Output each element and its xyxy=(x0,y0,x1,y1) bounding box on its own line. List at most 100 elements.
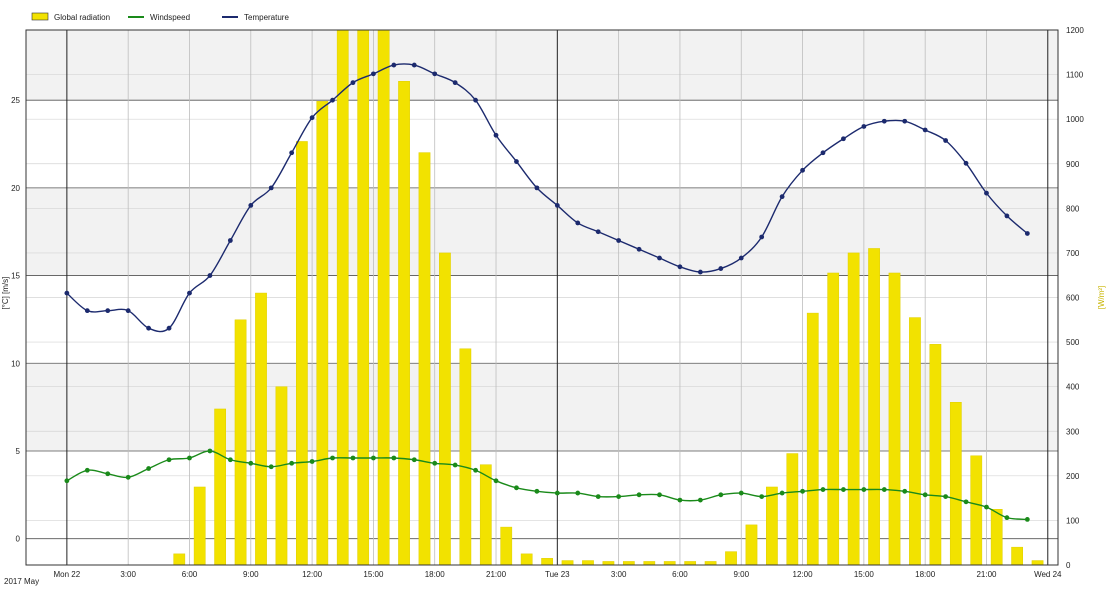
y-right-tick-label: 1200 xyxy=(1066,26,1084,35)
radiation-bar xyxy=(970,455,983,566)
x-tick-label: 18:00 xyxy=(425,570,446,579)
x-tick-label: 15:00 xyxy=(854,570,875,579)
temperature-point xyxy=(330,97,335,103)
temperature-point xyxy=(657,255,662,261)
x-tick-label: 3:00 xyxy=(611,570,627,579)
temperature-point xyxy=(207,273,213,278)
radiation-bar xyxy=(786,453,799,566)
temperature-point xyxy=(350,80,356,86)
temperature-point xyxy=(718,266,724,271)
radiation-bar xyxy=(255,292,267,566)
windspeed-point xyxy=(330,455,335,461)
x-tick-label: 9:00 xyxy=(243,570,259,579)
temperature-point xyxy=(1004,213,1010,219)
x-tick-label: 18:00 xyxy=(915,570,936,579)
y-right-tick-label: 0 xyxy=(1066,561,1071,570)
windspeed-point xyxy=(759,494,765,499)
y-left-tick-label: 15 xyxy=(11,272,20,281)
windspeed-point xyxy=(125,474,131,480)
temperature-point xyxy=(534,185,540,191)
temperature-point xyxy=(943,138,949,143)
legend-entry: Global radiation xyxy=(31,12,110,22)
series-lines xyxy=(64,62,1030,522)
temperature-point xyxy=(227,238,233,243)
temperature-point xyxy=(187,290,192,296)
windspeed-point xyxy=(636,492,642,498)
radiation-bar xyxy=(684,561,697,566)
legend-entry: Temperature xyxy=(222,13,289,22)
radiation-bar xyxy=(766,486,778,566)
legend-label: Windspeed xyxy=(150,13,190,22)
legend-entry: Windspeed xyxy=(128,13,190,22)
y-right-tick-label: 1100 xyxy=(1066,71,1084,80)
radiation-bar xyxy=(479,464,492,566)
plot-frame xyxy=(25,29,1059,566)
radiation-bar xyxy=(193,486,206,566)
radiation-bar xyxy=(500,526,513,566)
temperature-point xyxy=(861,124,867,129)
radiation-bar xyxy=(949,402,962,566)
temperature-point xyxy=(166,325,172,331)
radiation-bar xyxy=(418,152,431,566)
temperature-point xyxy=(963,160,969,166)
x-tick-label: Tue 23 xyxy=(545,570,570,579)
windspeed-point xyxy=(841,487,846,492)
temperature-point xyxy=(146,325,152,331)
x-tick-label: 3:00 xyxy=(120,570,136,579)
x-tick-label: 12:00 xyxy=(302,570,323,579)
temperature-point xyxy=(554,203,560,208)
temperature-point xyxy=(84,308,90,314)
radiation-bar xyxy=(296,141,308,566)
x-tick-label: Wed 24 xyxy=(1034,570,1062,579)
windspeed-point xyxy=(984,504,989,510)
radiation-bar xyxy=(827,272,840,566)
grid-band xyxy=(26,363,1058,451)
y-right-tick-label: 700 xyxy=(1066,249,1080,258)
temperature-point xyxy=(432,71,438,77)
temperature-point xyxy=(473,97,478,103)
windspeed-point xyxy=(309,459,315,464)
radiation-bar xyxy=(704,561,717,566)
windspeed-point xyxy=(105,471,111,477)
temperature-point xyxy=(371,71,376,77)
windspeed-point xyxy=(943,494,949,499)
x-tick-label: 6:00 xyxy=(182,570,198,579)
temperature-point xyxy=(248,203,254,208)
legend-label: Temperature xyxy=(244,13,289,22)
windspeed-point xyxy=(820,487,826,492)
y-right-tick-label: 300 xyxy=(1066,427,1080,436)
temperature-point xyxy=(309,115,315,121)
windspeed-point xyxy=(677,497,683,503)
radiation-bars xyxy=(173,29,1044,566)
y-right-tick-label: 200 xyxy=(1066,472,1080,481)
x-tick-label: 12:00 xyxy=(793,570,814,579)
y-right-tick-label: 1000 xyxy=(1066,115,1084,124)
temperature-point xyxy=(105,308,111,314)
y-right-tick-label: 100 xyxy=(1066,516,1080,525)
temperature-point xyxy=(493,132,499,138)
radiation-bar xyxy=(888,272,901,566)
windspeed-point xyxy=(718,492,724,498)
temperature-point xyxy=(759,234,765,240)
windspeed-point xyxy=(187,455,192,461)
temperature-point xyxy=(984,190,989,196)
windspeed-point xyxy=(657,492,662,498)
axes: 0 5 10 15 20 25 0 100 200 300 400 500 600 700 800 900 10… xyxy=(1,26,1106,586)
windspeed-point xyxy=(411,457,417,463)
radiation-bar xyxy=(582,560,594,566)
windspeed-point xyxy=(534,488,540,494)
windspeed-point xyxy=(452,462,458,468)
radiation-bar xyxy=(561,560,574,566)
x-tick-label: 15:00 xyxy=(363,570,384,579)
radiation-bar xyxy=(234,319,247,566)
windspeed-point xyxy=(902,488,908,494)
windspeed-point xyxy=(1024,516,1030,522)
radiation-bar xyxy=(1011,546,1023,566)
temperature-point xyxy=(289,150,295,156)
windspeed-point xyxy=(64,478,70,484)
radiation-bar xyxy=(622,561,635,566)
windspeed-point xyxy=(861,487,867,492)
temperature-point xyxy=(595,229,601,235)
radiation-bar xyxy=(357,29,370,566)
